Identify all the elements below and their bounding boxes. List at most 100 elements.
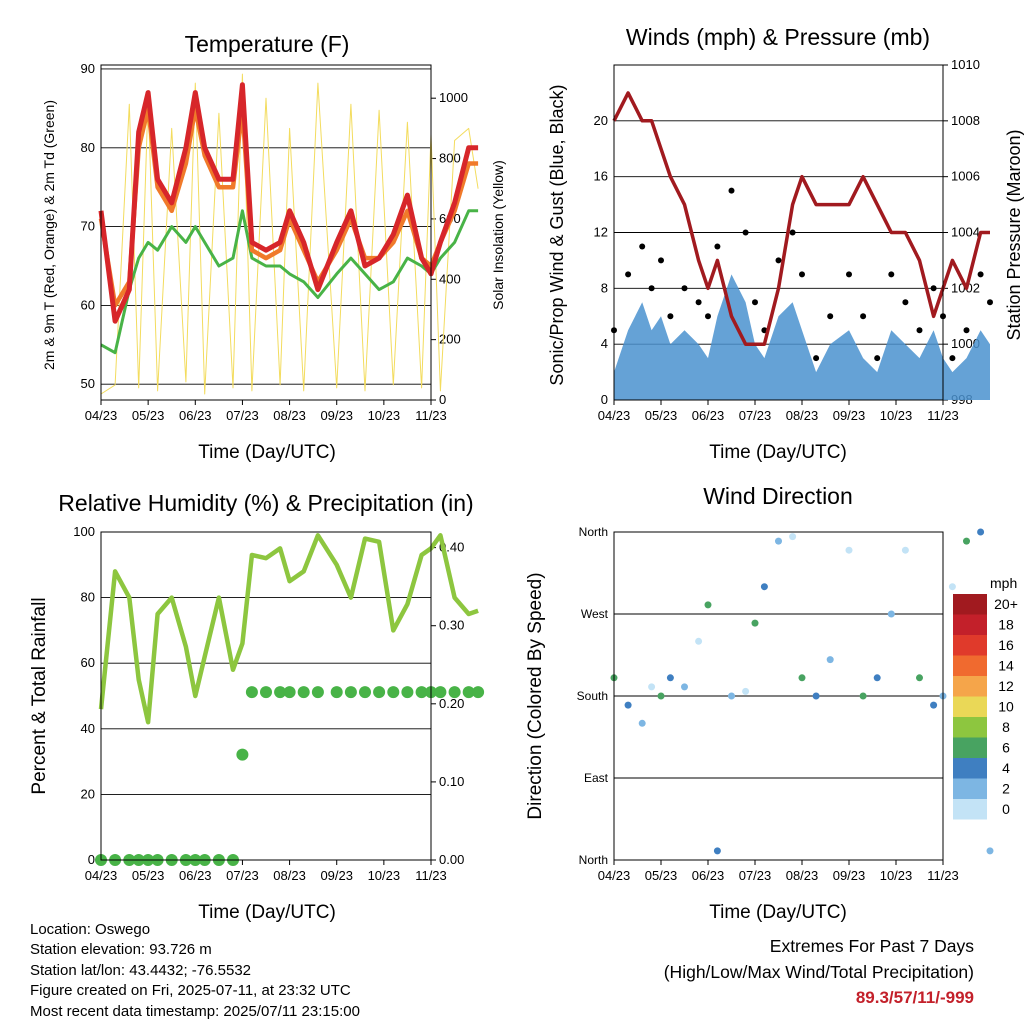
direction-ylabel: Direction (Colored By Speed) (525, 572, 546, 819)
gust-point (799, 271, 805, 278)
gust-point (860, 313, 867, 320)
plot-frame (613, 531, 944, 861)
direction-point (812, 692, 820, 700)
colorbar-label: 6 (1002, 740, 1010, 756)
humidity-xlabel: Time (Day/UTC) (198, 902, 336, 923)
colorbar-label: 8 (1002, 719, 1010, 735)
direction-title: Wind Direction (703, 483, 853, 509)
x-tick-label: 05/23 (132, 408, 165, 423)
elevation-text: Station elevation: 93.726 m (30, 941, 212, 959)
precip-point (359, 686, 371, 699)
colorbar-swatch (953, 778, 987, 799)
humidity-panel: Relative Humidity (%) & Precipitation (i… (29, 490, 485, 923)
precip-point (373, 686, 386, 699)
gust-point (658, 257, 664, 264)
y-right-tick-label: 0.00 (439, 852, 464, 867)
speed-colorbar: mph 20+ 18 16 14 12 10 8 6 4 2 0 (953, 575, 1018, 820)
recent-text: Most recent data timestamp: 2025/07/11 2… (30, 1002, 360, 1020)
y-tick-label: North (579, 853, 608, 867)
colorbar-swatch (953, 737, 987, 758)
winds-title: Winds (mph) & Pressure (mb) (626, 24, 930, 50)
x-tick-label: 10/23 (368, 408, 401, 423)
station-info: Location: Oswego Station elevation: 93.7… (30, 920, 360, 1022)
direction-point (760, 583, 768, 591)
colorbar-swatch (953, 799, 987, 820)
y-right-tick-label: 800 (439, 151, 461, 166)
extremes-value: 89.3/57/11/-999 (855, 988, 974, 1007)
gust-point (916, 327, 923, 334)
temperature-xlabel: Time (Day/UTC) (198, 442, 336, 463)
extremes-line2: (High/Low/Max Wind/Total Precipitation) (663, 962, 974, 982)
x-tick-label: 05/23 (132, 868, 165, 883)
gust-point (752, 299, 758, 306)
direction-point (666, 674, 674, 682)
colorbar-label: 10 (998, 699, 1014, 715)
y-tick-label: 16 (594, 169, 608, 184)
gust-point (987, 299, 993, 306)
direction-point (704, 601, 712, 609)
x-tick-label: 09/23 (320, 868, 353, 883)
direction-point (789, 533, 797, 541)
gust-point (827, 313, 834, 320)
x-tick-label: 07/23 (739, 408, 772, 423)
x-tick-label: 06/23 (179, 408, 212, 423)
colorbar-label: 16 (998, 637, 1014, 653)
direction-point (624, 701, 632, 709)
winds-ylabel-right: Station Pressure (Maroon) (1004, 129, 1024, 340)
x-tick-label: 05/23 (645, 868, 678, 883)
y-tick-label: 0 (601, 392, 608, 407)
gust-point (639, 243, 646, 250)
x-tick-label: 06/23 (692, 868, 725, 883)
precip-point (401, 686, 414, 699)
direction-point (648, 683, 656, 691)
y-right-tick-label: 400 (439, 271, 461, 286)
x-tick-label: 04/23 (598, 408, 631, 423)
y-tick-label: 20 (594, 113, 608, 128)
y-tick-label: South (577, 689, 608, 703)
gust-point (742, 229, 749, 236)
y-tick-label: 12 (594, 225, 608, 240)
x-tick-label: 09/23 (833, 408, 866, 423)
gust-point (977, 271, 984, 278)
x-tick-label: 07/23 (226, 408, 259, 423)
latlon-text: Station lat/lon: 43.4432; -76.5532 (30, 961, 252, 979)
extremes-box: Extremes For Past 7 Days (High/Low/Max W… (664, 933, 974, 1011)
direction-point (775, 537, 782, 545)
direction-point (695, 637, 703, 645)
x-tick-label: 10/23 (880, 868, 913, 883)
gust-point (681, 285, 688, 292)
colorbar-title: mph (990, 575, 1017, 591)
x-tick-label: 09/23 (833, 868, 866, 883)
direction-point (873, 674, 881, 682)
colorbar-swatch (953, 594, 987, 615)
winds-ylabel: Sonic/Prop Wind & Gust (Blue, Black) (547, 84, 567, 385)
colorbar-label: 14 (998, 658, 1014, 674)
x-tick-label: 06/23 (179, 868, 212, 883)
gust-point (789, 229, 796, 236)
series-sonic-wind-area (614, 274, 990, 400)
series-solar-line (100, 73, 479, 395)
series-2m-temp-line (98, 82, 479, 324)
colorbar-swatch (953, 696, 987, 717)
gust-point (625, 271, 632, 278)
gust-point (648, 285, 655, 292)
y-right-tick-label: 0 (439, 392, 446, 407)
colorbar-label: 12 (998, 678, 1014, 694)
colorbar-swatch (953, 614, 987, 635)
colorbar-swatch (953, 635, 987, 656)
x-tick-label: 07/23 (226, 868, 259, 883)
x-tick-label: 11/23 (927, 408, 959, 423)
plot-frame (613, 64, 944, 401)
x-tick-label: 09/23 (320, 408, 353, 423)
direction-point (798, 674, 806, 682)
series-pressure-line (612, 91, 990, 346)
temperature-title: Temperature (F) (185, 31, 350, 57)
winds-panel: Winds (mph) & Pressure (mb) 048121620998… (547, 24, 1024, 463)
gust-point (695, 299, 702, 306)
direction-point (963, 537, 970, 545)
direction-point (751, 619, 759, 627)
y-tick-label: North (579, 525, 608, 539)
